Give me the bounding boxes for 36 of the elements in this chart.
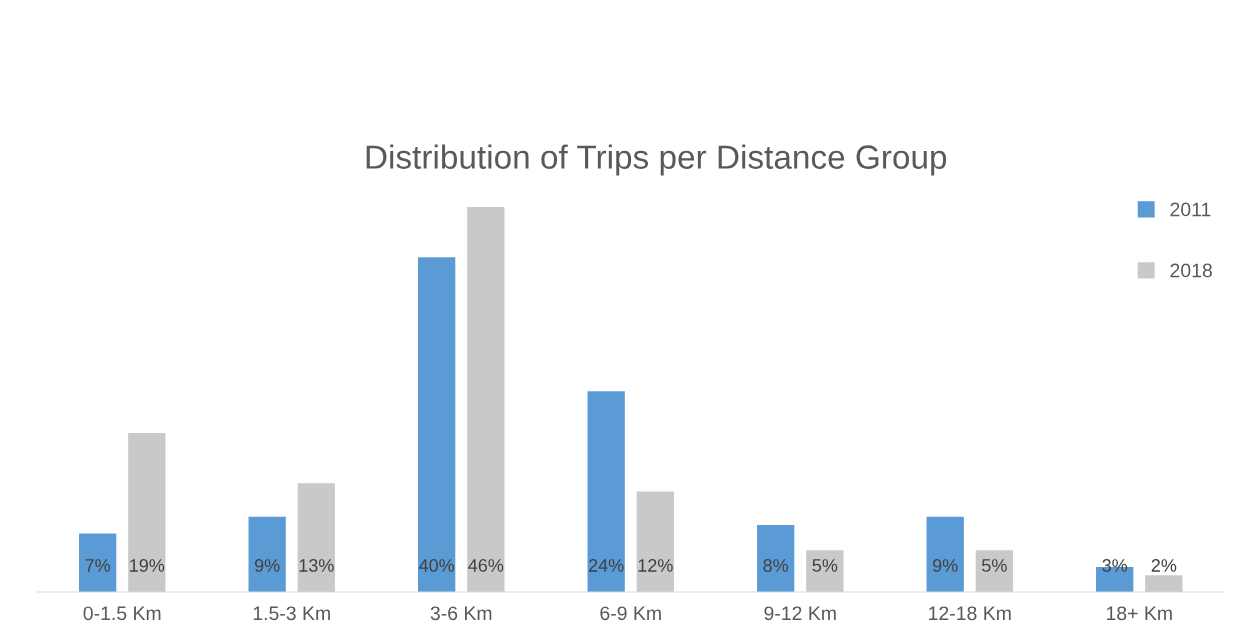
bar bbox=[806, 550, 844, 592]
x-tick-label: 12-18 Km bbox=[929, 606, 1011, 621]
bar bbox=[926, 516, 964, 592]
data-label: 40% bbox=[419, 559, 455, 572]
data-label: 7% bbox=[85, 559, 111, 572]
x-tick-label: 3-6 Km bbox=[430, 606, 492, 621]
x-tick-label: 9-12 Km bbox=[764, 606, 836, 621]
legend-label: 2018 bbox=[1170, 263, 1212, 278]
bar bbox=[1145, 575, 1183, 592]
chart-title: Distribution of Trips per Distance Group bbox=[366, 144, 947, 176]
legend-label: 2011 bbox=[1170, 202, 1211, 217]
bar bbox=[757, 525, 795, 592]
data-label: 19% bbox=[130, 559, 165, 572]
data-label: 2% bbox=[1151, 559, 1177, 572]
data-label: 12% bbox=[638, 559, 673, 572]
bar bbox=[975, 550, 1013, 592]
data-label: 5% bbox=[982, 559, 1007, 572]
data-label: 5% bbox=[812, 559, 838, 572]
x-tick-label: 1.5-3 Km bbox=[253, 606, 330, 621]
bar bbox=[418, 257, 456, 592]
data-label: 8% bbox=[763, 559, 789, 572]
x-tick-label: 6-9 Km bbox=[600, 606, 661, 621]
data-label: 9% bbox=[932, 559, 958, 572]
bar bbox=[636, 491, 674, 592]
x-tick-label: 0-1.5 Km bbox=[83, 606, 161, 621]
bar bbox=[297, 483, 335, 592]
data-label: 46% bbox=[468, 559, 504, 572]
bar bbox=[467, 207, 505, 592]
bar bbox=[248, 516, 286, 592]
x-tick-label: 18+ Km bbox=[1106, 606, 1172, 621]
data-label: 13% bbox=[299, 559, 334, 572]
data-label: 24% bbox=[589, 559, 624, 572]
data-label: 9% bbox=[254, 559, 280, 572]
bar bbox=[128, 432, 166, 592]
bar bbox=[587, 391, 625, 592]
bar bbox=[79, 533, 117, 592]
